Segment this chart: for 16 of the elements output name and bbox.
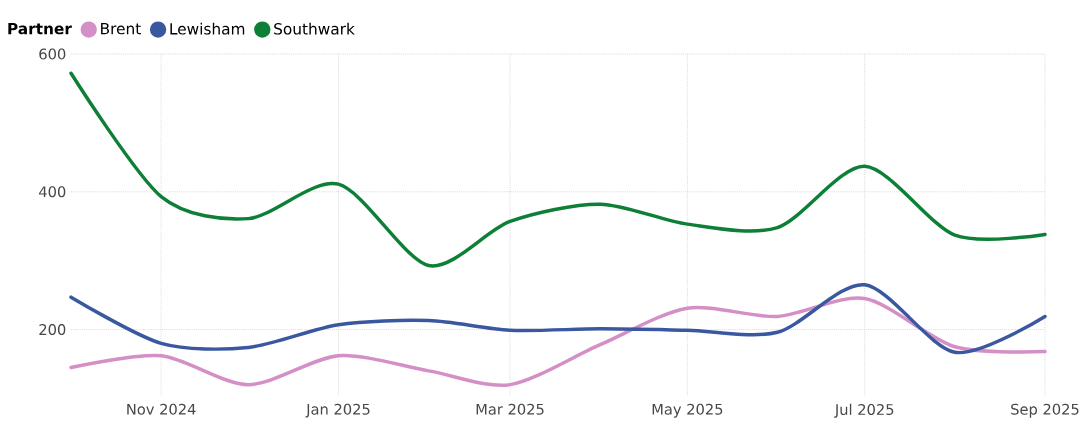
y-tick-label: 400: [39, 186, 66, 198]
legend-title: Partner: [8, 22, 72, 35]
x-tick-label: Jul 2025: [834, 403, 894, 418]
line-series: [69, 283, 1047, 355]
y-tick-label: 200: [39, 324, 66, 336]
x-tick-label: Nov 2024: [127, 403, 196, 415]
legend-label: Brent: [101, 22, 141, 35]
x-tick-label: May 2025: [652, 403, 723, 418]
x-tick-label: Sep 2025: [1011, 403, 1079, 418]
x-tick-label: Mar 2025: [476, 403, 544, 415]
y-tick-label: 600: [39, 48, 66, 60]
x-tick-label: Jan 2025: [305, 403, 370, 418]
line-series: [69, 296, 1047, 387]
line-series: [69, 71, 1047, 268]
legend-label: Southwark: [274, 22, 355, 35]
legend-label: Lewisham: [170, 22, 245, 35]
